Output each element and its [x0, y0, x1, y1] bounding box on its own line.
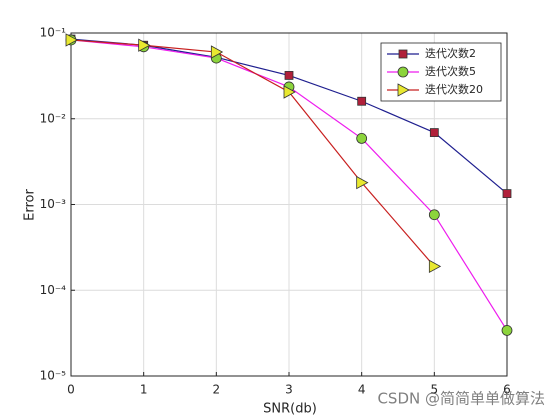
legend-marker: [398, 49, 408, 59]
data-point: [283, 85, 296, 99]
data-point: [65, 33, 78, 47]
x-tick-label: 4: [358, 383, 366, 397]
series-line: [70, 39, 435, 267]
data-point: [501, 325, 513, 336]
legend-marker: [397, 83, 410, 97]
x-axis-label: SNR(db): [263, 402, 317, 417]
data-point: [356, 175, 369, 190]
data-point: [428, 259, 442, 274]
data-point: [356, 132, 368, 144]
data-point: [284, 71, 294, 80]
x-tick-label: 0: [67, 383, 75, 397]
data-point: [138, 38, 151, 52]
legend-label: 迭代次数20: [425, 82, 483, 96]
data-point: [357, 96, 367, 106]
legend-marker: [397, 66, 409, 78]
data-point: [428, 209, 440, 221]
data-point: [210, 45, 224, 59]
y-tick-label: 10⁻²: [40, 111, 67, 125]
x-tick-label: 5: [431, 383, 439, 397]
y-axis-label: Error: [23, 189, 38, 221]
watermark: CSDN @简简单单做算法: [377, 390, 545, 408]
legend-label: 迭代次数5: [425, 64, 476, 78]
y-tick-label: 10⁻⁵: [40, 369, 67, 383]
legend-label: 迭代次数2: [425, 46, 476, 60]
data-point: [502, 189, 512, 199]
x-tick-label: 3: [285, 383, 293, 397]
y-tick-label: 10⁻⁴: [40, 283, 67, 297]
x-tick-label: 6: [503, 383, 511, 397]
y-tick-label: 10⁻³: [40, 197, 67, 211]
y-tick-label: 10⁻¹: [40, 26, 67, 40]
data-point: [429, 128, 439, 137]
x-tick-label: 1: [140, 383, 148, 397]
x-tick-label: 2: [213, 383, 221, 397]
